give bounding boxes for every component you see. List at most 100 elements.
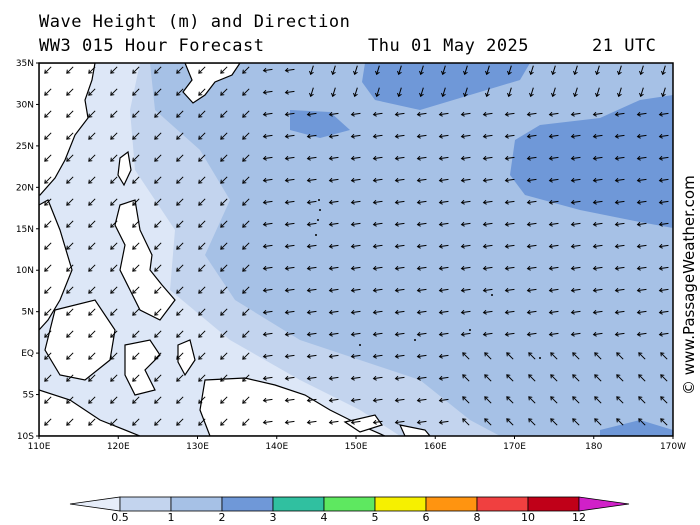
wave-arrow bbox=[636, 221, 647, 227]
wave-arrow bbox=[441, 87, 446, 98]
wave-arrow bbox=[614, 309, 625, 315]
wave-arrow bbox=[198, 242, 206, 250]
wave-arrow bbox=[482, 155, 493, 161]
wave-arrow bbox=[660, 396, 668, 404]
wave-arrow bbox=[526, 243, 537, 249]
wave-arrow bbox=[372, 375, 383, 381]
wave-arrow bbox=[66, 352, 74, 360]
wave-arrow bbox=[132, 198, 140, 206]
wave-arrow bbox=[198, 286, 206, 294]
wave-arrow bbox=[328, 419, 339, 425]
legend-label: 1 bbox=[168, 511, 175, 524]
wave-arrow bbox=[462, 396, 470, 404]
wave-arrow bbox=[506, 374, 514, 382]
wave-arrow bbox=[306, 287, 317, 293]
wave-arrow bbox=[262, 133, 273, 139]
wave-arrow bbox=[176, 110, 184, 118]
wave-arrow bbox=[262, 67, 273, 73]
wave-arrow bbox=[220, 418, 228, 426]
wave-arrow bbox=[284, 331, 295, 337]
wave-arrow bbox=[328, 265, 339, 271]
wave-arrow bbox=[526, 331, 537, 337]
java-edge bbox=[39, 389, 141, 436]
wave-arrow bbox=[592, 243, 603, 249]
wave-arrow bbox=[638, 396, 646, 404]
wave-arrow bbox=[438, 309, 449, 315]
wave-arrow bbox=[528, 396, 536, 404]
wave-arrow bbox=[262, 243, 273, 249]
wave-arrow bbox=[220, 110, 228, 118]
wave-arrow bbox=[438, 199, 449, 205]
wave-arrow bbox=[176, 176, 184, 184]
wave-arrow bbox=[66, 396, 74, 404]
wave-arrow bbox=[198, 66, 206, 74]
wave-arrow bbox=[526, 221, 537, 227]
wave-arrow bbox=[198, 374, 206, 382]
wave-arrow bbox=[262, 287, 273, 293]
wave-arrow bbox=[284, 419, 295, 425]
wave-arrow bbox=[592, 155, 603, 161]
wave-arrow bbox=[661, 65, 666, 76]
wave-arrow bbox=[220, 330, 228, 338]
wave-arrow bbox=[110, 132, 118, 140]
lon-label: 130E bbox=[186, 442, 209, 452]
wave-arrow bbox=[416, 111, 427, 117]
wave-arrow bbox=[528, 352, 536, 360]
wave-arrow bbox=[284, 89, 295, 95]
wave-arrow bbox=[658, 199, 669, 205]
wave-arrow bbox=[350, 243, 361, 249]
wave-arrow bbox=[328, 397, 339, 403]
wave-arrow bbox=[262, 331, 273, 337]
wave-arrow bbox=[328, 287, 339, 293]
wave-arrow bbox=[460, 199, 471, 205]
wave-arrow bbox=[638, 352, 646, 360]
wave-arrow bbox=[154, 308, 162, 316]
wave-arrow bbox=[154, 396, 162, 404]
wave-arrow bbox=[350, 199, 361, 205]
wave-arrow bbox=[438, 331, 449, 337]
wave-arrow bbox=[328, 331, 339, 337]
wave-arrow bbox=[570, 199, 581, 205]
wave-arrow bbox=[550, 352, 558, 360]
wave-arrow bbox=[660, 418, 668, 426]
wave-arrow bbox=[242, 198, 250, 206]
wave-arrow bbox=[616, 374, 624, 382]
wave-arrow bbox=[154, 374, 162, 382]
wave-arrow bbox=[284, 397, 295, 403]
wave-arrow bbox=[416, 309, 427, 315]
longitude-labels: 110E 120E 130E 140E 150E 160E 170E 180 170W bbox=[28, 436, 686, 452]
wave-arrow bbox=[570, 309, 581, 315]
wave-arrow bbox=[394, 331, 405, 337]
wave-arrow bbox=[242, 110, 250, 118]
wave-arrow bbox=[284, 133, 295, 139]
wave-arrow bbox=[306, 199, 317, 205]
wave-arrow bbox=[154, 242, 162, 250]
wave-arrow bbox=[44, 352, 52, 360]
wave-arrow bbox=[44, 132, 52, 140]
wave-arrow bbox=[176, 220, 184, 228]
wave-arrow bbox=[66, 110, 74, 118]
wave-arrow bbox=[328, 199, 339, 205]
wave-arrow bbox=[460, 287, 471, 293]
wave-arrow bbox=[66, 330, 74, 338]
wave-arrow bbox=[220, 66, 228, 74]
wave-arrow bbox=[242, 396, 250, 404]
wave-arrow bbox=[504, 177, 515, 183]
wave-arrow bbox=[438, 155, 449, 161]
legend-swatch bbox=[578, 496, 630, 512]
wave-arrow bbox=[110, 198, 118, 206]
wave-arrow bbox=[416, 133, 427, 139]
wave-arrow bbox=[154, 286, 162, 294]
wave-arrow bbox=[350, 265, 361, 271]
wave-arrow bbox=[198, 418, 206, 426]
wave-arrow bbox=[198, 154, 206, 162]
wave-arrow bbox=[176, 330, 184, 338]
wave-arrow bbox=[262, 199, 273, 205]
wave-arrow bbox=[573, 87, 578, 98]
wave-arrow bbox=[44, 198, 52, 206]
wave-arrow bbox=[528, 418, 536, 426]
wave-arrow bbox=[132, 242, 140, 250]
wave-arrow bbox=[220, 286, 228, 294]
wave-arrow bbox=[438, 177, 449, 183]
wave-arrow bbox=[416, 287, 427, 293]
